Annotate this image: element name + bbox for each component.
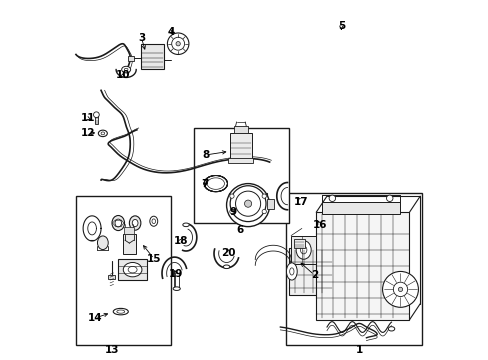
Ellipse shape bbox=[97, 236, 108, 249]
Text: 6: 6 bbox=[236, 225, 244, 235]
Circle shape bbox=[262, 194, 266, 198]
Circle shape bbox=[235, 191, 260, 216]
Text: 14: 14 bbox=[87, 313, 102, 323]
Bar bbox=[266, 199, 273, 210]
Ellipse shape bbox=[123, 262, 142, 277]
Bar bbox=[140, 44, 163, 69]
Text: 18: 18 bbox=[173, 236, 187, 246]
Ellipse shape bbox=[300, 246, 306, 254]
Text: 2: 2 bbox=[310, 270, 317, 280]
Bar bbox=[290, 235, 316, 264]
Bar bbox=[289, 248, 332, 295]
Ellipse shape bbox=[132, 220, 138, 226]
Ellipse shape bbox=[387, 327, 394, 331]
Text: 9: 9 bbox=[229, 207, 236, 217]
Text: 8: 8 bbox=[202, 150, 209, 160]
Text: 7: 7 bbox=[201, 179, 208, 189]
Bar bbox=[293, 239, 304, 248]
Circle shape bbox=[229, 210, 234, 214]
Bar bbox=[229, 193, 266, 214]
Ellipse shape bbox=[183, 223, 189, 226]
Ellipse shape bbox=[152, 219, 155, 224]
Ellipse shape bbox=[286, 263, 297, 280]
Ellipse shape bbox=[128, 266, 137, 273]
Bar bbox=[76, 196, 171, 345]
Ellipse shape bbox=[115, 219, 121, 227]
Circle shape bbox=[93, 112, 99, 118]
Circle shape bbox=[171, 37, 184, 50]
Bar bbox=[124, 226, 134, 234]
Circle shape bbox=[243, 200, 253, 210]
Bar bbox=[233, 126, 247, 134]
Bar bbox=[122, 234, 136, 253]
Text: 19: 19 bbox=[168, 269, 183, 279]
Circle shape bbox=[229, 194, 234, 198]
Ellipse shape bbox=[223, 265, 229, 269]
Ellipse shape bbox=[113, 309, 128, 315]
Bar bbox=[108, 275, 115, 279]
Text: 15: 15 bbox=[146, 254, 161, 264]
Bar bbox=[128, 55, 133, 60]
Text: 20: 20 bbox=[221, 248, 235, 258]
Bar bbox=[228, 158, 253, 163]
Text: 16: 16 bbox=[312, 220, 326, 230]
Text: 12: 12 bbox=[81, 129, 95, 138]
Bar bbox=[316, 212, 408, 320]
Ellipse shape bbox=[117, 310, 124, 313]
Circle shape bbox=[233, 190, 263, 220]
Circle shape bbox=[226, 184, 269, 226]
Ellipse shape bbox=[149, 216, 158, 226]
Bar bbox=[285, 193, 421, 345]
Ellipse shape bbox=[173, 287, 180, 291]
Circle shape bbox=[382, 271, 418, 307]
Text: 17: 17 bbox=[293, 197, 308, 207]
Text: 5: 5 bbox=[337, 21, 344, 31]
Ellipse shape bbox=[124, 68, 128, 71]
Bar bbox=[118, 259, 147, 280]
Ellipse shape bbox=[112, 216, 124, 230]
Text: 11: 11 bbox=[81, 113, 95, 123]
Ellipse shape bbox=[101, 132, 104, 135]
Ellipse shape bbox=[122, 66, 130, 73]
Text: 10: 10 bbox=[116, 70, 130, 80]
Circle shape bbox=[262, 210, 266, 214]
Ellipse shape bbox=[289, 268, 293, 275]
Bar bbox=[230, 134, 251, 160]
Circle shape bbox=[398, 287, 402, 292]
Ellipse shape bbox=[129, 216, 141, 230]
Circle shape bbox=[392, 282, 407, 297]
Circle shape bbox=[167, 33, 188, 54]
Circle shape bbox=[176, 41, 180, 46]
Circle shape bbox=[386, 195, 392, 202]
Circle shape bbox=[244, 200, 251, 207]
Circle shape bbox=[230, 186, 265, 222]
Text: 1: 1 bbox=[355, 345, 362, 355]
Ellipse shape bbox=[98, 130, 107, 136]
Text: 13: 13 bbox=[104, 345, 119, 355]
Text: 3: 3 bbox=[138, 33, 145, 43]
Text: 4: 4 bbox=[167, 27, 174, 37]
Bar bbox=[321, 202, 400, 214]
Circle shape bbox=[328, 195, 335, 202]
Ellipse shape bbox=[296, 240, 310, 259]
Bar bbox=[94, 116, 98, 125]
Bar bbox=[194, 128, 289, 223]
